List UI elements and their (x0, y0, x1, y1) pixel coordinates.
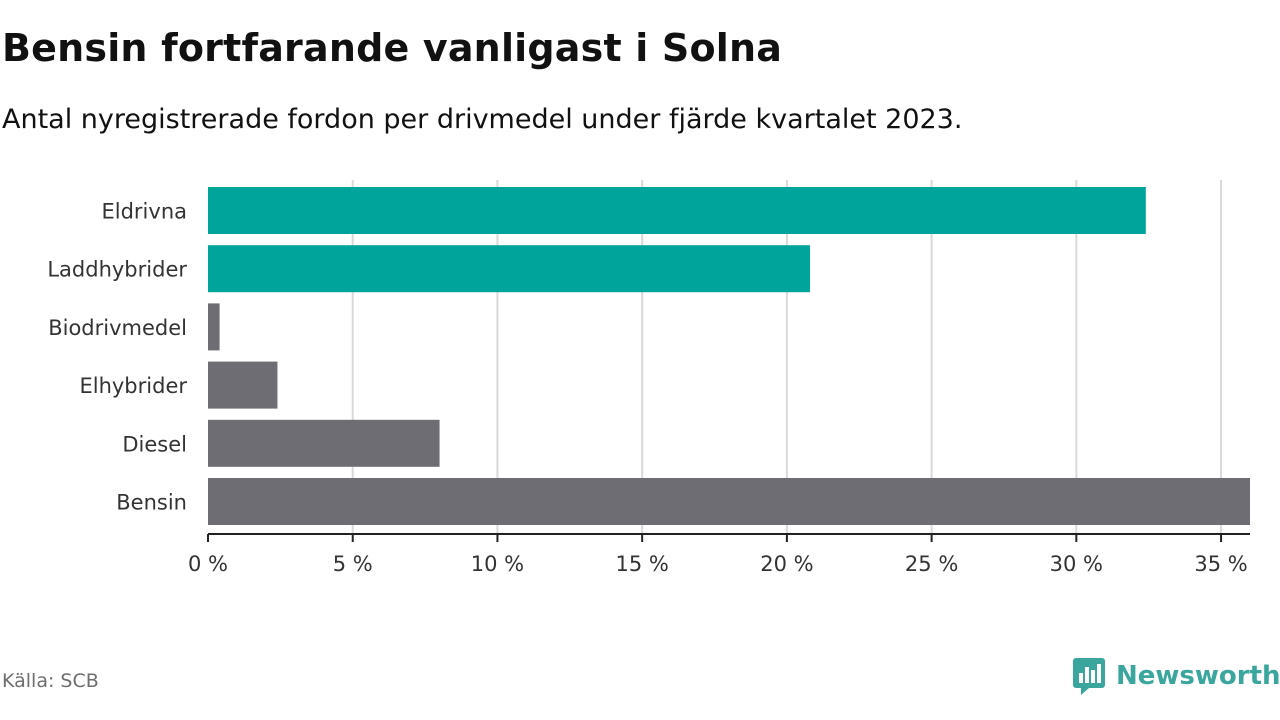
category-label: Bensin (116, 491, 187, 515)
newsworthy-logo: Newsworthy (1072, 654, 1280, 698)
chart-title: Bensin fortfarande vanligast i Solna (2, 26, 783, 70)
source-note: Källa: SCB (2, 670, 99, 692)
x-tick-label: 35 % (1194, 552, 1247, 576)
category-label: Elhybrider (79, 374, 187, 398)
x-tick-label: 30 % (1050, 552, 1103, 576)
bar-chart: Eldrivna Laddhybrider Biodrivmedel Elhybrid… (47, 180, 1250, 576)
bar-elhybrider (208, 361, 278, 409)
category-label: Biodrivmedel (48, 316, 187, 340)
bar-eldrivna (208, 187, 1146, 234)
x-tick-label: 5 % (333, 552, 373, 576)
x-tick-label: 15 % (615, 552, 668, 576)
x-tick-label: 20 % (760, 552, 813, 576)
x-tick-label: 0 % (188, 552, 228, 576)
newsworthy-logo-icon (1073, 658, 1105, 695)
x-tick-label: 25 % (905, 552, 958, 576)
bar-bensin (208, 478, 1250, 525)
category-label: Eldrivna (101, 200, 187, 224)
newsworthy-logo-text: Newsworthy (1116, 661, 1280, 691)
bar-diesel (208, 419, 440, 467)
bar-biodrivmedel (208, 303, 220, 351)
category-label: Laddhybrider (47, 258, 187, 282)
category-label: Diesel (122, 432, 187, 456)
bar-laddhybrider (208, 245, 811, 293)
chart-subtitle: Antal nyregistrerade fordon per drivmede… (2, 104, 963, 135)
x-tick-label: 10 % (471, 552, 524, 576)
